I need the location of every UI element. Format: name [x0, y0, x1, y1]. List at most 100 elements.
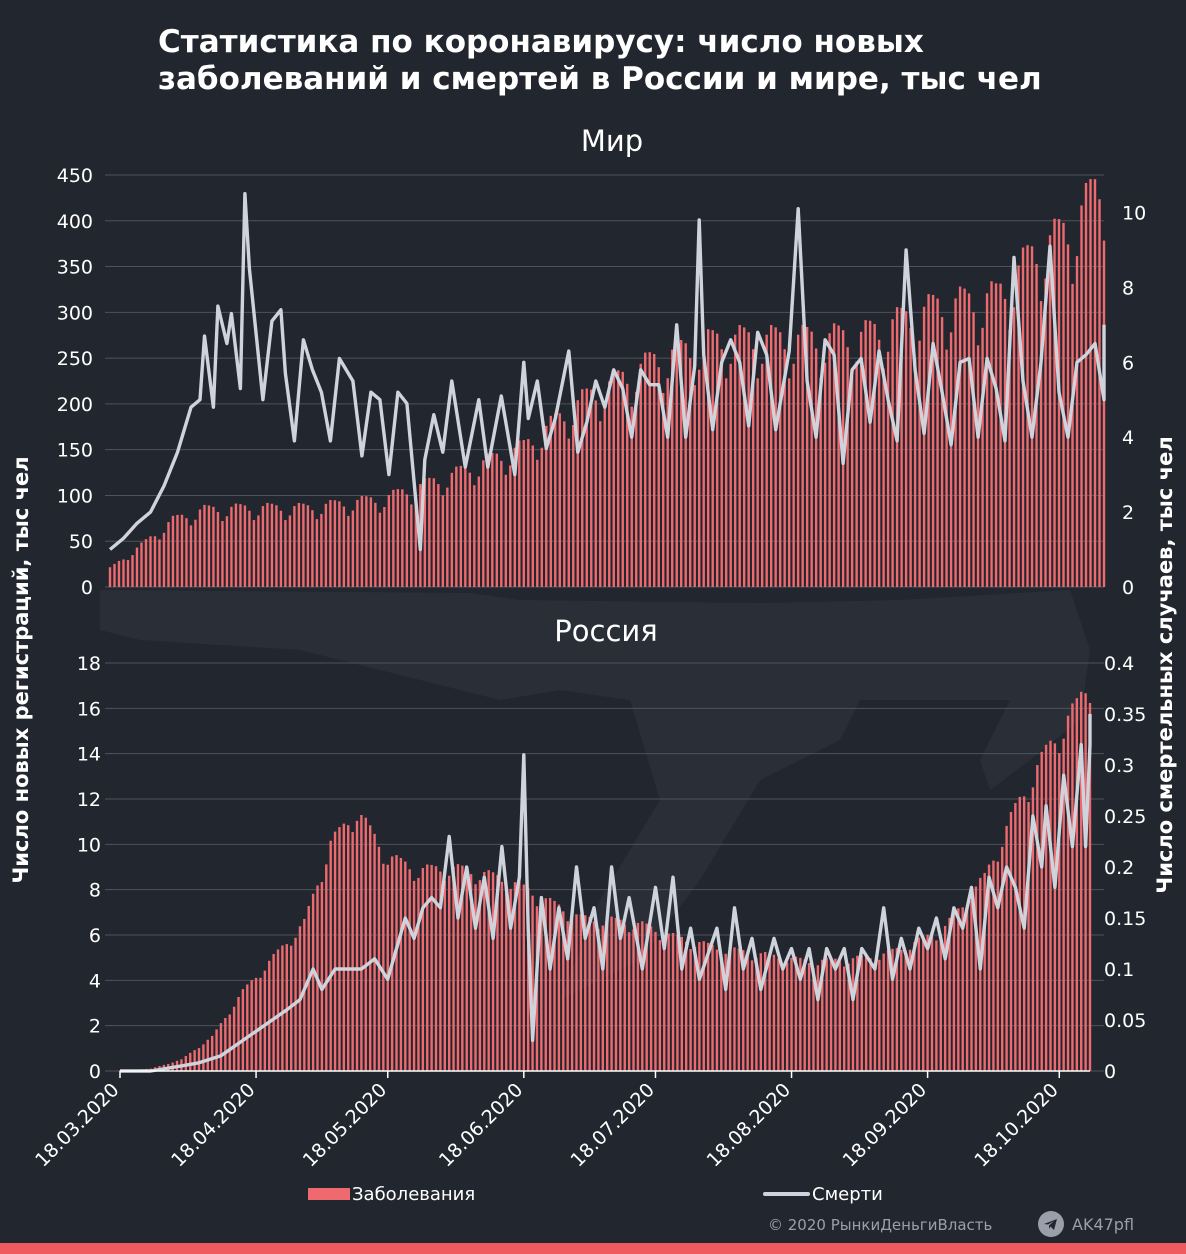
cases-bar: [1031, 787, 1035, 1071]
cases-bar: [252, 520, 256, 587]
y-right-tick-label: 0.05: [1104, 1010, 1146, 1032]
cases-bar: [144, 539, 148, 587]
cases-bar: [750, 960, 754, 1071]
y-right-tick-label: 0.35: [1104, 704, 1146, 726]
cases-bar: [421, 868, 425, 1071]
cases-bar: [940, 317, 944, 587]
cases-bar: [268, 960, 271, 1071]
cases-bar: [509, 465, 512, 587]
cases-bar: [895, 948, 899, 1071]
cases-bar: [504, 474, 508, 587]
cases-bar: [821, 959, 824, 1071]
cases-bar: [1008, 329, 1011, 587]
cases-bar: [639, 363, 642, 587]
watermark-rifle-icon: [100, 590, 1090, 1000]
cases-bar: [619, 919, 622, 1071]
cases-bar: [254, 977, 258, 1071]
legend-cases-label: Заболевания: [352, 1184, 475, 1205]
cases-bar: [756, 378, 759, 587]
cases-bar: [189, 525, 193, 587]
deaths-line-world: [108, 192, 1106, 552]
cases-bar: [513, 882, 517, 1071]
cases-bar: [522, 884, 526, 1071]
cases-bar: [856, 955, 859, 1071]
cases-bar: [850, 376, 854, 587]
cases-bar: [131, 555, 134, 587]
cases-bar: [1036, 765, 1039, 1071]
cases-bar: [724, 953, 727, 1071]
cases-bar: [746, 954, 749, 1071]
cases-bar: [873, 963, 877, 1071]
cases-bar: [816, 965, 820, 1071]
cases-bar: [603, 407, 606, 587]
cases-bar: [904, 954, 907, 1071]
cases-bar: [311, 510, 314, 587]
cases-bar: [224, 1017, 227, 1071]
cases-bar: [562, 911, 565, 1071]
cases-bar: [689, 949, 692, 1071]
cases-bar: [563, 421, 566, 587]
cases-bar: [401, 489, 404, 587]
cases-bar: [368, 825, 372, 1071]
cases-bar: [812, 968, 815, 1071]
cases-bar: [983, 872, 986, 1071]
cases-bar: [588, 916, 591, 1071]
cases-bar: [1017, 265, 1020, 587]
cases-bar: [536, 459, 539, 587]
cases-bar: [621, 371, 624, 587]
cases-bar: [544, 898, 547, 1071]
cases-bar: [930, 936, 934, 1071]
cases-bar: [747, 332, 750, 587]
cases-bar: [360, 495, 364, 587]
cases-bar: [759, 953, 763, 1071]
cases-bar: [531, 445, 534, 587]
cases-bar: [790, 957, 793, 1071]
y-left-tick-label: 2: [89, 1016, 101, 1038]
cases-bar: [711, 330, 714, 587]
cases-bar: [581, 389, 584, 587]
cases-bar: [257, 515, 260, 587]
cases-bar: [999, 283, 1002, 587]
cases-bar: [447, 875, 451, 1071]
cases-bar: [868, 320, 872, 587]
cases-bar: [961, 907, 964, 1071]
cases-bar: [509, 888, 512, 1071]
y-left-tick-label: 450: [57, 165, 93, 187]
cases-bar: [630, 406, 633, 587]
cases-bar: [1084, 693, 1087, 1071]
cases-bar: [342, 506, 346, 587]
cases-bar: [306, 505, 310, 587]
cases-bar: [693, 385, 696, 587]
cases-bar: [597, 928, 600, 1071]
cases-bar: [558, 413, 561, 587]
cases-bar: [974, 886, 978, 1071]
cases-bar: [711, 944, 714, 1071]
footer-accent-bar: [0, 1243, 1186, 1254]
cases-bar: [491, 872, 495, 1071]
cases-bar: [230, 506, 233, 587]
cases-bar: [1012, 307, 1016, 587]
cases-bar: [386, 864, 389, 1071]
cases-bar: [657, 367, 660, 587]
cases-bar: [554, 413, 557, 587]
cases-bar: [307, 905, 310, 1071]
cases-bar: [338, 827, 341, 1071]
cases-bar: [996, 861, 1000, 1071]
cases-bar: [851, 958, 855, 1071]
y-left-tick-label: 50: [69, 531, 93, 553]
cases-bar: [846, 347, 849, 587]
cases-bar: [270, 503, 274, 587]
cases-bar: [482, 460, 485, 587]
cases-bar: [1003, 298, 1007, 587]
y-left-tick-label: 14: [77, 744, 101, 766]
cases-bar: [952, 912, 956, 1071]
cases-bar: [567, 438, 570, 587]
cases-bar: [1044, 278, 1047, 587]
cases-bar: [486, 453, 490, 587]
cases-bar: [456, 864, 460, 1071]
y-right-tick-label: 4: [1122, 427, 1134, 449]
cases-bar: [1009, 812, 1013, 1071]
cases-bar: [495, 453, 499, 587]
cases-bar: [474, 884, 477, 1071]
cases-bar: [663, 938, 666, 1071]
